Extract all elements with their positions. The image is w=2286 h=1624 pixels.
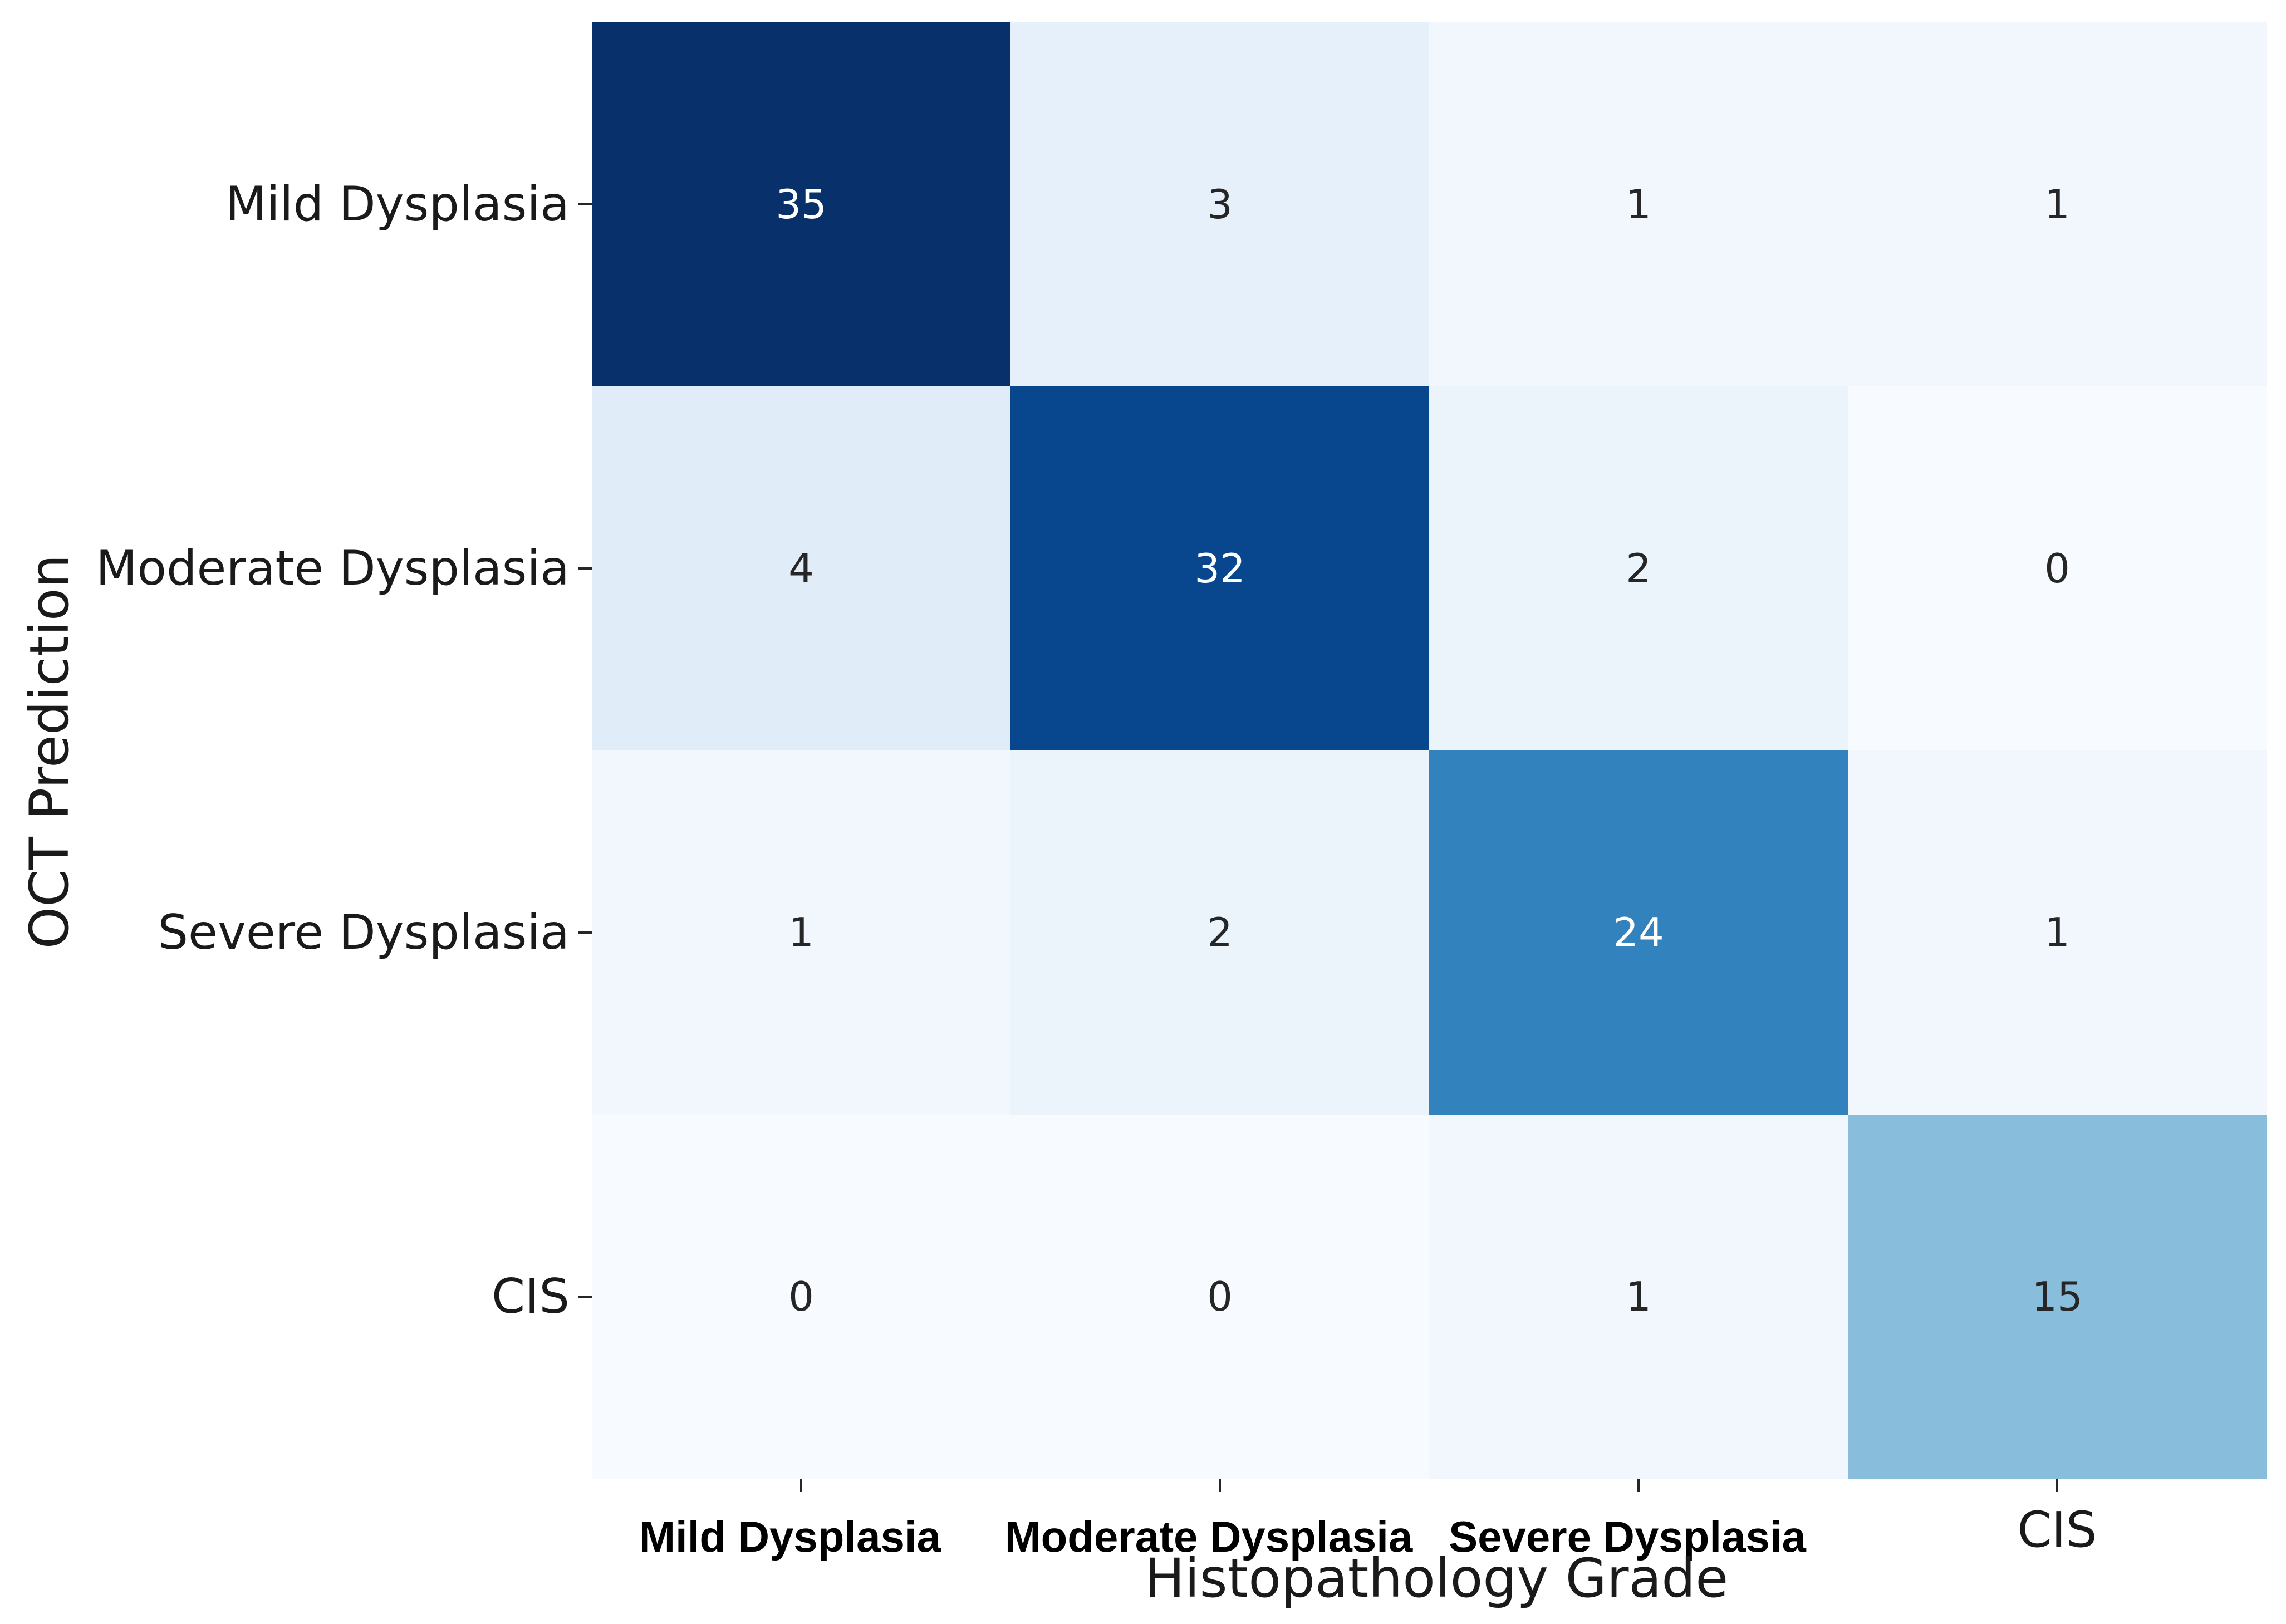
heatmap-cell (1010, 1115, 1430, 1479)
heatmap-cell (1848, 22, 2267, 387)
heatmap-cell (1010, 750, 1430, 1115)
heatmap-cell (1429, 1115, 1848, 1479)
heatmap-cell-value: 1 (1626, 1273, 1651, 1320)
y-tick-label: Moderate Dysplasia (96, 541, 570, 596)
heatmap-cell-value: 0 (1207, 1273, 1233, 1320)
heatmap-cell (592, 1115, 1011, 1479)
heatmap-cell-value: 15 (2032, 1273, 2083, 1320)
heatmap-cell (592, 750, 1011, 1115)
heatmap-cell-value: 1 (788, 909, 814, 956)
heatmap-cell-value: 1 (2044, 909, 2070, 956)
heatmap-cell (1010, 22, 1430, 387)
heatmap-cell-value: 35 (776, 181, 827, 228)
heatmap-cell-value: 24 (1613, 909, 1664, 956)
heatmap-cell (1429, 22, 1848, 387)
y-axis-ticks: Mild Dysplasia Moderate Dysplasia Severe D… (96, 176, 592, 1324)
heatmap-cell-value: 1 (1626, 181, 1651, 228)
x-tick-label: Moderate Dysplasia (1005, 1512, 1413, 1561)
heatmap-cells (592, 22, 2267, 1479)
x-tick-label: CIS (2017, 1502, 2097, 1559)
x-tick-label: Mild Dysplasia (639, 1512, 941, 1561)
y-axis-title: OCT Prediction (18, 555, 81, 949)
heatmap-cell-value: 0 (788, 1273, 814, 1320)
heatmap-cell-value: 1 (2044, 181, 2070, 228)
heatmap-cell-value: 2 (1207, 909, 1233, 956)
y-tick-label: Mild Dysplasia (225, 176, 570, 232)
heatmap-cell (592, 22, 1011, 387)
y-tick-label: Severe Dysplasia (158, 905, 570, 960)
heatmap-cell-value: 32 (1194, 545, 1245, 592)
heatmap-cell (1848, 1115, 2267, 1479)
heatmap-cell (1848, 386, 2267, 751)
heatmap-cell (1010, 386, 1430, 751)
heatmap-cell-value: 2 (1626, 545, 1651, 592)
heatmap-cell (1848, 750, 2267, 1115)
heatmap-cell-value: 3 (1207, 181, 1233, 228)
heatmap-cell (592, 386, 1011, 751)
x-tick-label: Severe Dysplasia (1449, 1512, 1806, 1561)
x-axis-title: Histopathology Grade (1145, 1547, 1729, 1610)
heatmap-cell-values: 35 3 1 1 4 32 2 0 1 2 24 1 0 0 1 15 (776, 181, 2083, 1320)
heatmap-cell (1429, 750, 1848, 1115)
y-tick-label: CIS (492, 1269, 570, 1324)
heatmap-cell-value: 0 (2044, 545, 2070, 592)
x-axis-ticks: Mild Dysplasia Moderate Dysplasia Severe D… (639, 1479, 2097, 1561)
heatmap-cell (1429, 386, 1848, 751)
heatmap-cell-value: 4 (788, 545, 814, 592)
